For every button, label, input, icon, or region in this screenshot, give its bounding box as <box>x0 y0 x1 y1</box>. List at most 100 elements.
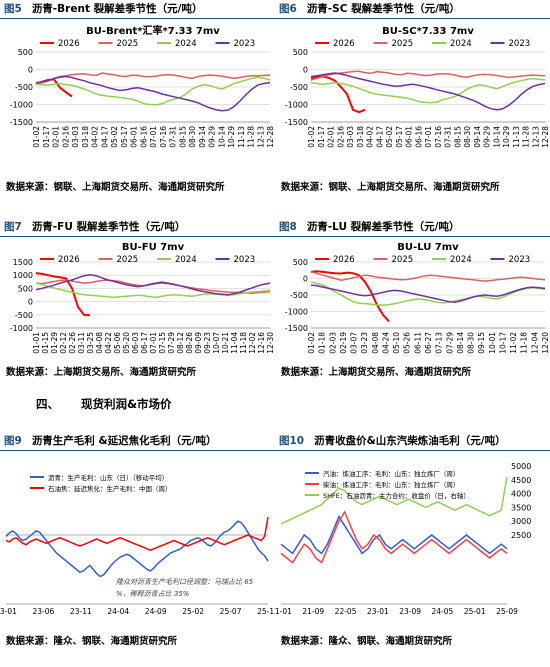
legend-entry: 柴油：炼油工序：毛利：山东：独立炼厂（周） <box>323 480 460 489</box>
panel-10-title: 沥青收盘价&山东汽柴炼油毛利（元/吨） <box>314 435 506 447</box>
y-tick-label: 1500 <box>13 258 33 267</box>
annotation: 隆众对沥青生产毛利口径调整：马瑞占比 65 <box>116 578 254 586</box>
legend-entry: 2026 <box>58 255 80 265</box>
x-tick-label: 10-01 <box>488 332 497 354</box>
x-tick-label: 02-16 <box>61 126 70 148</box>
chart-bu-brent: BU-Brent*汇率*7.33 7mv5000-500-1000-150001… <box>10 24 275 148</box>
legend-entry: 2023 <box>234 255 256 265</box>
y-tick-label: 500 <box>18 48 33 57</box>
x-tick-label: 10-21 <box>221 332 230 354</box>
x-tick-label: 21-09 <box>302 607 324 616</box>
legend-entry: 沥青：生产毛利：山东（日）（移动平均） <box>48 473 168 482</box>
x-tick-label: 03-18 <box>81 126 90 148</box>
x-tick-label: 07-29 <box>167 332 176 354</box>
x-tick-label: 12-13 <box>256 126 265 148</box>
chart-title: BU-LU 7mv <box>397 242 459 253</box>
x-tick-label: 12-28 <box>541 126 550 148</box>
series-line-2 <box>35 282 271 299</box>
x-tick-label: 08-30 <box>467 332 476 354</box>
x-tick-label: 05-02 <box>110 126 119 148</box>
panel-8-source: 数据来源：上海期货交易所、海通期货研究所 <box>281 367 472 378</box>
y-tick-label: 0 <box>303 66 308 75</box>
y-tick-label: 1000 <box>13 271 33 280</box>
x-tick-label: 25-07 <box>220 607 242 616</box>
legend-entry: 2025 <box>117 39 139 49</box>
x-tick-label: 11-04 <box>230 332 239 354</box>
x-tick-label: 03-03 <box>71 126 80 148</box>
x-tick-label: 02-19 <box>339 332 348 354</box>
panel-8-title: 沥青-LU 裂解差季节性（元/吨） <box>306 221 460 233</box>
panel-6-source: 数据来源：钢联、上海期货交易所、海通期货研究所 <box>281 182 500 193</box>
x-tick-label: 09-09 <box>194 332 203 354</box>
panel-6-header: 图6 沥青-SC 裂解差季节性（元/吨） <box>275 0 550 19</box>
x-tick-label: 05-17 <box>120 126 129 148</box>
x-tick-label: 23-11 <box>70 607 92 616</box>
x-tick-label: 04-02 <box>366 126 375 148</box>
x-tick-label: 05-20 <box>122 332 131 354</box>
x-tick-label: 10-29 <box>227 126 236 148</box>
x-tick-label: 23-01 <box>0 607 17 616</box>
x-tick-label: 01-17 <box>317 126 326 148</box>
panel-9-source: 数据来源：隆众、钢联、海通期货研究所 <box>6 636 178 647</box>
y-tick-label: 500 <box>293 48 308 57</box>
series-line-1 <box>310 70 546 81</box>
x-tick-label: 07-31 <box>444 126 453 148</box>
y2-tick-label: 4500 <box>511 476 531 485</box>
legend-entry: 2025 <box>117 255 139 265</box>
y-tick-label: 0 <box>28 66 33 75</box>
legend-entry: 2024 <box>450 255 472 265</box>
x-tick-label: 12-30 <box>266 332 275 354</box>
y2-tick-label: 3000 <box>511 517 531 526</box>
x-tick-label: 21-01 <box>275 607 292 616</box>
series-line-1 <box>5 516 269 552</box>
x-tick-label: 12-16 <box>257 332 266 354</box>
x-tick-label: 05-06 <box>113 332 122 354</box>
chart-title: BU-FU 7mv <box>122 242 185 253</box>
x-tick-label: 02-01 <box>327 126 336 148</box>
series-line-0 <box>310 270 390 323</box>
x-tick-label: 07-15 <box>158 332 167 354</box>
x-tick-label: 05-17 <box>395 126 404 148</box>
x-tick-label: 06-17 <box>140 332 149 354</box>
x-tick-label: 03-25 <box>86 332 95 354</box>
x-tick-label: 09-14 <box>198 126 207 148</box>
panel-7-number: 图7 <box>4 221 22 233</box>
y-tick-label: 500 <box>293 258 308 267</box>
panel-7-source: 数据来源：上海期货交易所、海通期货研究所 <box>6 367 197 378</box>
series-line-1 <box>310 271 546 282</box>
series-line-0 <box>280 514 508 555</box>
x-tick-label: 01-02 <box>32 126 41 148</box>
series-line-2 <box>35 76 271 106</box>
legend-entry: 2025 <box>392 39 414 49</box>
x-tick-label: 11-18 <box>239 332 248 354</box>
series-line-1 <box>35 72 271 85</box>
x-tick-label: 08-14 <box>456 332 465 354</box>
panel-9-header: 图9 沥青生产毛利 &延迟焦化毛利（元/吨） <box>0 432 275 451</box>
x-tick-label: 09-15 <box>477 332 486 354</box>
x-tick-label: 08-15 <box>453 126 462 148</box>
x-tick-label: 11-13 <box>512 126 521 148</box>
x-tick-label: 06-01 <box>130 126 139 148</box>
chart-title: BU-SC*7.33 7mv <box>382 26 474 37</box>
panel-5-title: 沥青-Brent 裂解差季节性（元/吨） <box>31 3 203 15</box>
x-tick-label: 09-29 <box>483 126 492 148</box>
x-tick-label: 01-02 <box>307 126 316 148</box>
y-tick-label: -500 <box>15 311 33 320</box>
chart-production-margin: 23-01 23-06 23-11 24-04 24-09 25-02 25-07 25-12… <box>0 473 275 616</box>
x-tick-label: 24-04 <box>107 607 129 616</box>
y2-tick-label: 2500 <box>511 531 531 540</box>
x-tick-label: 10-14 <box>217 126 226 148</box>
legend-entry: 2025 <box>392 255 414 265</box>
section-number: 四、 <box>36 397 59 411</box>
y-tick-label: 0 <box>28 298 33 307</box>
panel-7-title: 沥青-FU 裂解差季节性（元/吨） <box>31 221 186 233</box>
x-tick-label: 11-18 <box>520 332 529 354</box>
x-tick-label: 12-28 <box>266 126 275 148</box>
chart-title: BU-Brent*汇率*7.33 7mv <box>86 24 220 37</box>
x-tick-label: 07-29 <box>445 332 454 354</box>
x-tick-label: 22-05 <box>335 607 357 616</box>
x-tick-label: 11-02 <box>509 332 518 354</box>
y-tick-label: -1500 <box>285 324 308 333</box>
